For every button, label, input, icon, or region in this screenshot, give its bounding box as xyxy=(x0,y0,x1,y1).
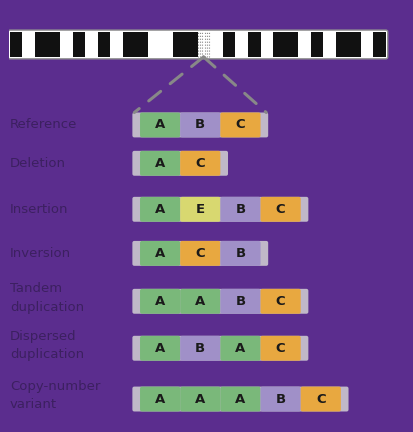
Text: Copy-number: Copy-number xyxy=(10,380,100,393)
FancyBboxPatch shape xyxy=(140,197,180,222)
Text: Deletion: Deletion xyxy=(10,157,66,170)
FancyBboxPatch shape xyxy=(221,336,261,361)
Text: duplication: duplication xyxy=(10,349,84,362)
Bar xyxy=(286,32,298,57)
Text: A: A xyxy=(155,342,165,355)
FancyBboxPatch shape xyxy=(133,241,268,266)
Bar xyxy=(185,32,198,57)
Bar xyxy=(123,32,135,57)
Text: A: A xyxy=(155,295,165,308)
Text: Dispersed: Dispersed xyxy=(10,330,76,343)
FancyBboxPatch shape xyxy=(180,336,221,361)
FancyBboxPatch shape xyxy=(261,387,301,412)
Text: C: C xyxy=(236,118,245,131)
FancyBboxPatch shape xyxy=(140,289,180,314)
FancyBboxPatch shape xyxy=(133,336,309,361)
FancyBboxPatch shape xyxy=(221,289,261,314)
Text: Reference: Reference xyxy=(10,118,77,131)
Bar xyxy=(373,32,386,57)
Bar xyxy=(311,32,323,57)
Bar xyxy=(198,32,209,57)
Text: A: A xyxy=(155,118,165,131)
FancyBboxPatch shape xyxy=(133,112,268,137)
FancyBboxPatch shape xyxy=(140,387,180,412)
FancyBboxPatch shape xyxy=(8,30,388,59)
Text: B: B xyxy=(235,203,245,216)
Text: B: B xyxy=(195,118,205,131)
FancyBboxPatch shape xyxy=(140,112,180,137)
Bar xyxy=(336,32,348,57)
Text: Tandem: Tandem xyxy=(10,283,62,295)
Text: A: A xyxy=(235,393,246,406)
FancyBboxPatch shape xyxy=(133,151,228,176)
FancyBboxPatch shape xyxy=(301,387,341,412)
Text: C: C xyxy=(276,342,285,355)
FancyBboxPatch shape xyxy=(180,387,221,412)
Text: C: C xyxy=(316,393,325,406)
FancyBboxPatch shape xyxy=(261,289,301,314)
Bar xyxy=(97,32,110,57)
Text: A: A xyxy=(195,393,205,406)
Text: C: C xyxy=(195,157,205,170)
Bar xyxy=(73,32,85,57)
FancyBboxPatch shape xyxy=(140,151,180,176)
Text: B: B xyxy=(235,295,245,308)
FancyBboxPatch shape xyxy=(133,197,309,222)
FancyBboxPatch shape xyxy=(180,289,221,314)
FancyBboxPatch shape xyxy=(261,197,301,222)
Text: duplication: duplication xyxy=(10,301,84,314)
Text: A: A xyxy=(155,203,165,216)
FancyBboxPatch shape xyxy=(221,241,261,266)
FancyBboxPatch shape xyxy=(261,336,301,361)
Text: E: E xyxy=(196,203,205,216)
Text: C: C xyxy=(195,247,205,260)
FancyBboxPatch shape xyxy=(221,112,261,137)
FancyBboxPatch shape xyxy=(180,241,221,266)
Text: Insertion: Insertion xyxy=(10,203,69,216)
Bar xyxy=(10,32,22,57)
Text: variant: variant xyxy=(10,398,57,411)
Text: C: C xyxy=(276,203,285,216)
FancyBboxPatch shape xyxy=(180,151,221,176)
FancyBboxPatch shape xyxy=(133,289,309,314)
Text: A: A xyxy=(155,247,165,260)
Bar xyxy=(348,32,361,57)
Text: C: C xyxy=(276,295,285,308)
FancyBboxPatch shape xyxy=(133,387,349,412)
Text: B: B xyxy=(275,393,286,406)
Text: A: A xyxy=(155,157,165,170)
Bar xyxy=(173,32,185,57)
Bar xyxy=(35,32,47,57)
FancyBboxPatch shape xyxy=(180,197,221,222)
FancyBboxPatch shape xyxy=(140,241,180,266)
Text: Inversion: Inversion xyxy=(10,247,71,260)
FancyBboxPatch shape xyxy=(221,387,261,412)
FancyBboxPatch shape xyxy=(180,112,221,137)
Text: B: B xyxy=(195,342,205,355)
Bar xyxy=(47,32,60,57)
Text: A: A xyxy=(155,393,165,406)
Bar xyxy=(248,32,261,57)
Bar xyxy=(135,32,148,57)
FancyBboxPatch shape xyxy=(140,336,180,361)
FancyBboxPatch shape xyxy=(221,197,261,222)
Bar xyxy=(223,32,235,57)
Text: B: B xyxy=(235,247,245,260)
Text: A: A xyxy=(235,342,246,355)
Text: A: A xyxy=(195,295,205,308)
Bar xyxy=(273,32,286,57)
